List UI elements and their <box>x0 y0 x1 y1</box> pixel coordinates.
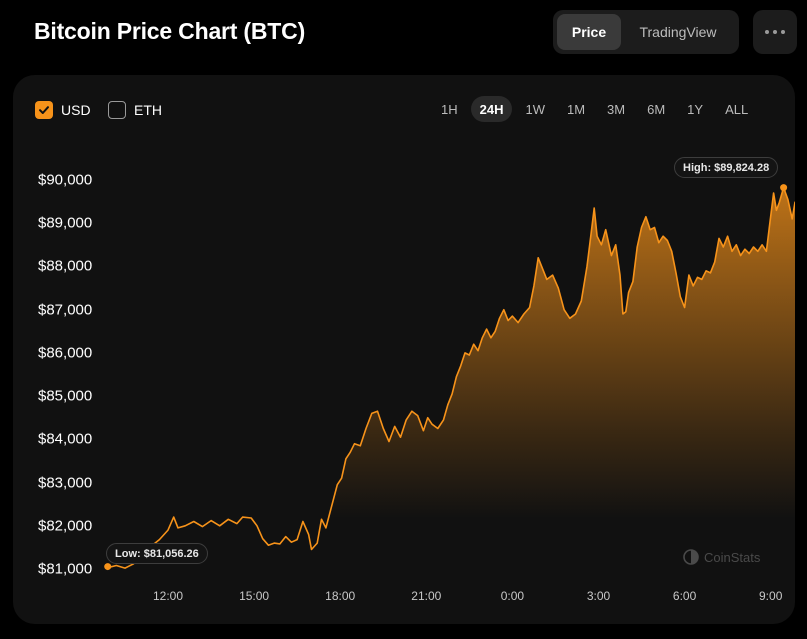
range-tab-1h[interactable]: 1H <box>441 101 458 117</box>
currency-toggle-eth[interactable]: ETH <box>108 100 162 120</box>
watermark-text: CoinStats <box>704 549 761 565</box>
tab-price[interactable]: Price <box>557 14 621 50</box>
y-tick-label: $88,000 <box>38 257 93 275</box>
high-price-label: High: $89,824.28 <box>674 157 779 178</box>
range-tab-1m[interactable]: 1M <box>566 101 586 117</box>
view-toggle: Price TradingView <box>553 10 739 54</box>
y-tick-label: $89,000 <box>38 214 93 232</box>
low-marker <box>104 563 112 571</box>
coinstats-logo-icon <box>683 549 699 565</box>
price-line <box>107 186 795 569</box>
range-tab-6m[interactable]: 6M <box>647 101 666 117</box>
y-tick-label: $82,000 <box>38 517 93 535</box>
y-tick-label: $86,000 <box>38 344 93 362</box>
y-tick-label: $85,000 <box>38 387 93 405</box>
currency-label: USD <box>61 102 91 118</box>
more-horizontal-icon <box>765 30 769 34</box>
y-tick-label: $90,000 <box>38 171 93 189</box>
range-tab-all[interactable]: ALL <box>725 101 749 117</box>
y-tick-label: $81,000 <box>38 560 93 578</box>
currency-toggle-usd[interactable]: USD <box>35 100 91 120</box>
more-options-button[interactable] <box>753 10 797 54</box>
range-tab-1y[interactable]: 1Y <box>687 101 704 117</box>
range-tab-1w[interactable]: 1W <box>525 101 545 117</box>
range-tab-3m[interactable]: 3M <box>607 101 626 117</box>
checkbox-unchecked-icon[interactable] <box>108 101 126 119</box>
coinstats-watermark: CoinStats <box>683 549 760 565</box>
y-tick-label: $83,000 <box>38 474 93 492</box>
low-price-label: Low: $81,056.26 <box>106 543 208 564</box>
price-area-fill <box>107 187 795 624</box>
currency-label: ETH <box>134 102 162 118</box>
more-horizontal-icon <box>773 30 777 34</box>
high-marker <box>780 184 788 192</box>
range-tab-24h[interactable]: 24H <box>470 96 513 122</box>
tab-tradingview[interactable]: TradingView <box>639 24 717 40</box>
range-tabs: 1H 24H 1W 1M 3M 6M 1Y ALL <box>430 96 759 122</box>
checkbox-checked-icon[interactable] <box>35 101 53 119</box>
more-horizontal-icon <box>781 30 785 34</box>
y-tick-label: $84,000 <box>38 430 93 448</box>
y-tick-label: $87,000 <box>38 301 93 319</box>
page-title: Bitcoin Price Chart (BTC) <box>34 18 306 44</box>
